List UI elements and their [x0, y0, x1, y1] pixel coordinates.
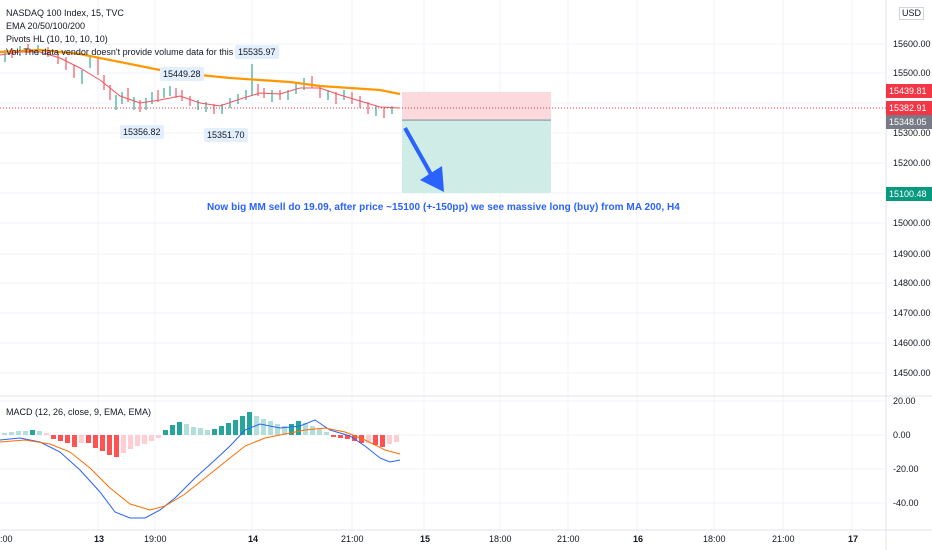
legend-pivots[interactable]: Pivots HL (10, 10, 10, 10) [6, 34, 108, 44]
price-tick: 14600.00 [893, 338, 931, 348]
pivot-label: 15535.97 [235, 45, 279, 59]
time-tick: :00 [0, 534, 13, 544]
price-tag-entry: 15348.05 [886, 115, 932, 129]
price-tick: 14700.00 [893, 308, 931, 318]
time-tick: 21:00 [341, 534, 364, 544]
time-tick: 14 [248, 534, 259, 544]
time-tick: 21:00 [557, 534, 580, 544]
price-tick: 15600.00 [893, 39, 931, 49]
legend-vol[interactable]: Vol: The data vendor doesn't provide vol… [6, 47, 267, 57]
macd-tick: -40.00 [893, 498, 919, 508]
macd-tick: 0.00 [893, 430, 911, 440]
price-tick: 14500.00 [893, 368, 931, 378]
arrow-down-icon [403, 127, 444, 192]
price-tag-current: 15382.91 [886, 101, 932, 115]
time-tick: 17 [848, 534, 859, 544]
legend-symbol[interactable]: NASDAQ 100 Index, 15, TVC [6, 8, 124, 18]
time-tick: 16 [633, 534, 644, 544]
signal-line [0, 427, 401, 511]
candles [4, 44, 393, 118]
loss-zone [402, 92, 551, 119]
pivot-label: 15449.28 [160, 67, 204, 81]
price-tick: 15000.00 [893, 218, 931, 228]
price-tag-target: 15100.48 [886, 187, 932, 201]
price-tick: 14800.00 [893, 278, 931, 288]
price-tag-stop: 15439.81 [886, 84, 932, 98]
legend-ema[interactable]: EMA 20/50/100/200 [6, 21, 86, 31]
price-tick: 15300.00 [893, 128, 931, 138]
macd-line [0, 419, 401, 519]
time-tick: 18:00 [489, 534, 512, 544]
pivot-label: 15356.82 [120, 125, 164, 139]
macd-legend[interactable]: MACD (12, 26, close, 9, EMA, EMA) [6, 407, 152, 417]
currency-selector[interactable]: USD [899, 7, 925, 20]
time-tick: 19:00 [144, 534, 167, 544]
macd-tick: -20.00 [893, 464, 919, 474]
time-tick: 13 [94, 534, 105, 544]
ema-slow-line [0, 48, 401, 96]
time-tick: 21:00 [772, 534, 795, 544]
time-tick: 18:00 [703, 534, 726, 544]
price-tick: 15500.00 [893, 68, 931, 78]
price-tick: 15200.00 [893, 158, 931, 168]
grid [0, 0, 885, 530]
macd-histogram [2, 412, 399, 457]
time-tick: 15 [420, 534, 431, 544]
ema-fast-line [0, 51, 401, 109]
macd-tick: 20.00 [893, 396, 916, 406]
pivot-label: 15351.70 [204, 128, 248, 142]
chart-annotation[interactable]: Now big MM sell do 19.09, after price ~1… [207, 202, 680, 213]
price-tick: 14900.00 [893, 249, 931, 259]
